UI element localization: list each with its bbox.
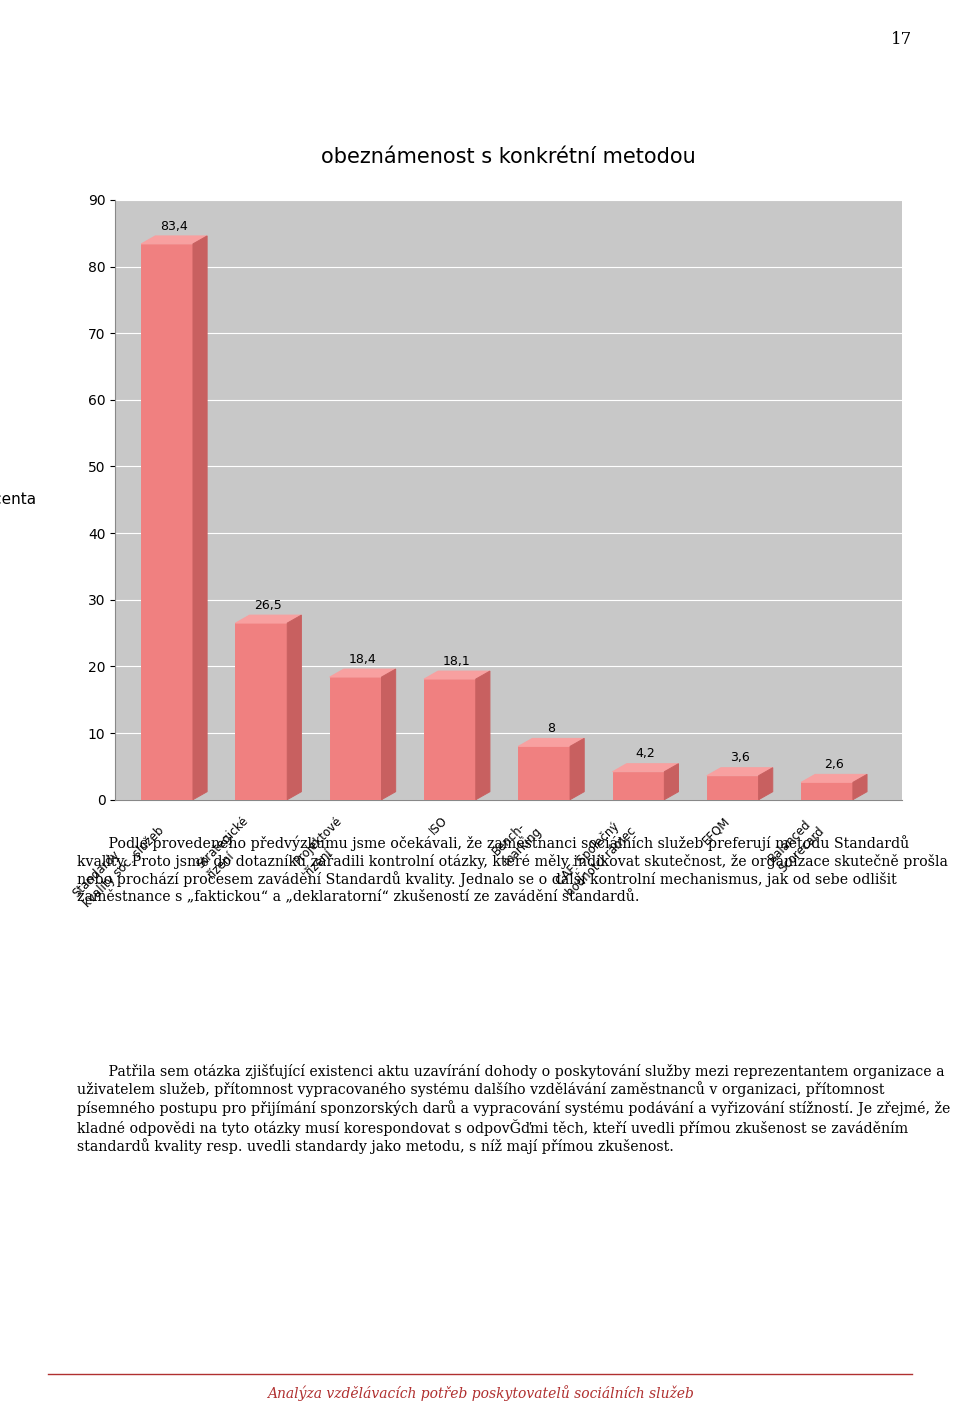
Bar <box>235 623 287 800</box>
Polygon shape <box>852 774 867 800</box>
Polygon shape <box>518 738 585 747</box>
Text: Standardy
kvality soc. služeb: Standardy kvality soc. služeb <box>70 814 167 911</box>
Text: 2,6: 2,6 <box>825 758 844 771</box>
Polygon shape <box>664 764 679 800</box>
Polygon shape <box>235 615 301 623</box>
Text: 26,5: 26,5 <box>254 598 282 611</box>
Polygon shape <box>287 615 301 800</box>
Polygon shape <box>612 764 679 771</box>
Polygon shape <box>424 671 490 680</box>
Polygon shape <box>570 738 585 800</box>
Polygon shape <box>141 236 207 244</box>
Text: Podle provedeného předvýzkumu jsme očekávali, že zaměstnanci sociálních služeb p: Podle provedeného předvýzkumu jsme očeká… <box>77 835 948 904</box>
Polygon shape <box>476 671 490 800</box>
Bar <box>612 771 664 800</box>
Text: Bench-
marking: Bench- marking <box>490 814 544 868</box>
Polygon shape <box>707 768 773 775</box>
Bar <box>707 775 758 800</box>
Text: CAF: Společný
hodnotcí rámec: CAF: Společný hodnotcí rámec <box>553 814 638 900</box>
Bar <box>518 747 570 800</box>
Polygon shape <box>193 236 207 800</box>
Text: Projektové
řízení: Projektové řízení <box>292 814 355 878</box>
Bar <box>141 244 193 800</box>
Polygon shape <box>801 774 867 783</box>
Text: 17: 17 <box>891 31 912 49</box>
Text: 4,2: 4,2 <box>636 747 656 760</box>
Bar <box>424 680 476 800</box>
Text: Patřila sem otázka zjišťující existenci aktu uzavírání dohody o poskytování služ: Patřila sem otázka zjišťující existenci … <box>77 1064 950 1154</box>
Text: obeznámenost s konkrétní metodou: obeznámenost s konkrétní metodou <box>322 147 696 167</box>
Text: 18,4: 18,4 <box>348 653 376 665</box>
Polygon shape <box>329 670 396 677</box>
Text: 8: 8 <box>547 723 555 735</box>
Text: ISO: ISO <box>426 814 450 837</box>
Polygon shape <box>758 768 773 800</box>
Text: Balanced
Scorecard: Balanced Scorecard <box>766 814 827 875</box>
Bar <box>801 783 852 800</box>
Bar <box>329 677 381 800</box>
Text: Strategické
řízení: Strategické řízení <box>194 814 261 881</box>
Text: 18,1: 18,1 <box>444 654 470 668</box>
Text: Analýza vzdělávacích potřeb poskytovatelů sociálních služeb: Analýza vzdělávacích potřeb poskytovatel… <box>267 1385 693 1401</box>
Polygon shape <box>381 670 396 800</box>
Text: 3,6: 3,6 <box>730 751 750 764</box>
Text: procenta: procenta <box>0 493 36 507</box>
Text: 83,4: 83,4 <box>160 220 188 233</box>
Text: EFQM: EFQM <box>700 814 732 847</box>
